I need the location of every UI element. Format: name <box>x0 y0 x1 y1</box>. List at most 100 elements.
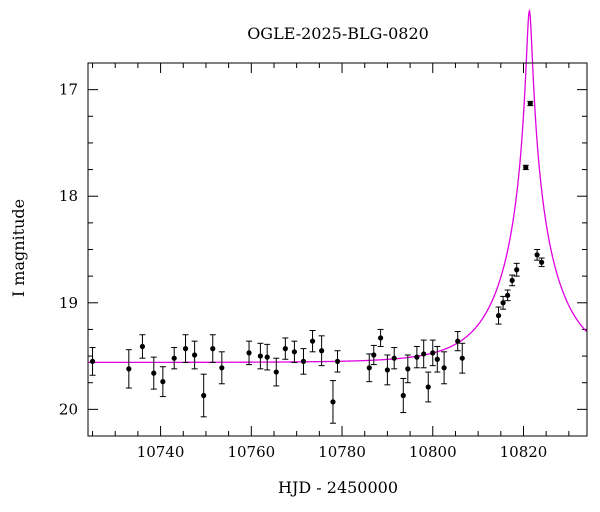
data-point <box>334 350 341 373</box>
point-marker <box>527 100 533 107</box>
point-marker <box>505 292 511 298</box>
data-point <box>191 340 198 370</box>
point-marker <box>126 366 132 372</box>
point-marker <box>500 300 506 306</box>
data-point <box>420 339 427 369</box>
data-point <box>500 295 507 310</box>
point-marker <box>330 399 336 405</box>
data-point <box>454 331 461 352</box>
chart-title: OGLE-2025-BLG-0820 <box>247 24 429 43</box>
point-marker <box>514 267 520 273</box>
point-marker <box>192 352 198 358</box>
data-point <box>370 344 377 366</box>
data-point <box>329 380 336 424</box>
y-tick-label: 18 <box>59 187 78 205</box>
data-point <box>538 257 545 268</box>
point-marker <box>151 370 157 376</box>
x-tick-label: 10780 <box>318 443 366 461</box>
data-points <box>89 100 545 424</box>
point-marker <box>534 252 540 258</box>
data-point <box>384 354 391 386</box>
data-point <box>400 377 407 414</box>
data-point <box>366 353 373 383</box>
point-marker <box>282 346 288 352</box>
axis-ticks <box>88 62 587 437</box>
point-marker <box>430 350 436 356</box>
data-point <box>209 334 216 363</box>
point-marker <box>300 358 307 364</box>
point-marker <box>414 354 420 360</box>
data-point <box>159 366 166 398</box>
point-marker <box>210 346 216 352</box>
data-point <box>139 334 146 359</box>
point-marker <box>319 348 325 354</box>
data-point <box>534 249 541 261</box>
x-tick-label: 10740 <box>137 443 185 461</box>
data-point <box>89 347 96 376</box>
data-point <box>125 349 132 389</box>
point-marker <box>219 365 225 371</box>
plot-frame <box>87 62 588 437</box>
point-marker <box>421 351 427 357</box>
tick-labels: 10740 10760 10780 10800 10820 17 18 19 20 <box>59 81 547 461</box>
y-tick-label: 20 <box>59 400 78 418</box>
data-point <box>404 354 411 384</box>
data-point <box>309 329 316 353</box>
point-marker <box>257 353 263 359</box>
data-point <box>200 373 207 418</box>
point-marker <box>400 392 406 399</box>
point-marker <box>495 312 502 319</box>
point-marker <box>201 392 207 399</box>
point-marker <box>391 355 397 361</box>
plot-area <box>88 8 588 424</box>
data-point <box>182 334 189 363</box>
data-point <box>522 164 529 171</box>
point-marker <box>434 356 440 362</box>
point-marker <box>246 350 252 356</box>
data-point <box>513 262 520 277</box>
data-point <box>218 351 225 385</box>
data-point <box>291 340 298 363</box>
data-point <box>425 371 432 403</box>
point-marker <box>384 367 390 373</box>
data-point <box>318 335 325 367</box>
y-tick-label: 19 <box>59 294 78 312</box>
data-point <box>509 274 516 287</box>
model-curve <box>88 8 588 364</box>
point-marker <box>171 355 177 361</box>
data-point <box>273 357 280 387</box>
point-marker <box>89 358 96 364</box>
x-tick-label: 10760 <box>227 443 275 461</box>
data-point <box>257 342 264 370</box>
x-tick-label: 10800 <box>409 443 457 461</box>
data-point <box>300 348 307 375</box>
data-point <box>246 340 253 366</box>
point-marker <box>523 164 529 171</box>
point-marker <box>139 343 146 350</box>
point-marker <box>371 352 377 358</box>
point-marker <box>509 277 515 284</box>
data-point <box>527 100 534 107</box>
point-marker <box>459 355 465 361</box>
data-point <box>459 342 466 374</box>
data-point <box>264 343 271 371</box>
x-tick-label: 10820 <box>500 443 548 461</box>
point-marker <box>334 358 341 364</box>
point-marker <box>264 354 270 360</box>
y-axis-label: I magnitude <box>9 199 28 297</box>
data-point <box>377 328 384 347</box>
point-marker <box>405 366 411 372</box>
point-marker <box>441 365 447 371</box>
point-marker <box>273 369 279 375</box>
point-marker <box>366 365 372 371</box>
point-marker <box>291 349 298 355</box>
point-marker <box>309 338 316 344</box>
data-point <box>391 347 398 370</box>
x-axis-label: HJD - 2450000 <box>278 478 398 497</box>
y-tick-label: 17 <box>59 81 78 99</box>
data-point <box>495 306 502 325</box>
data-point <box>434 345 441 373</box>
point-marker <box>377 335 384 341</box>
point-marker <box>539 259 545 265</box>
data-point <box>282 337 289 360</box>
